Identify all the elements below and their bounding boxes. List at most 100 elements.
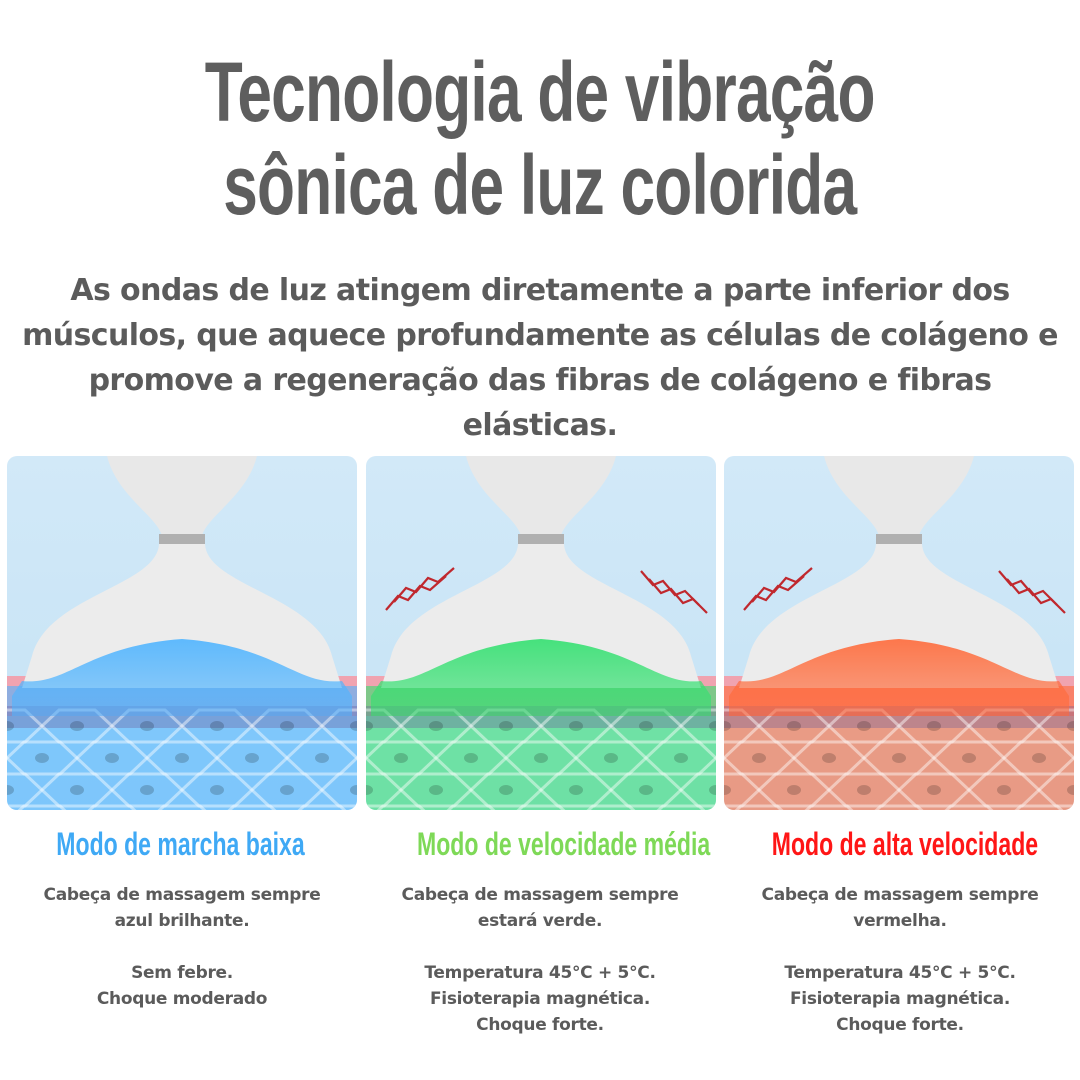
cell-nucleus bbox=[787, 721, 801, 731]
headline-text: sônica de luz colorida bbox=[223, 138, 857, 232]
mode-title-low: Modo de marcha baixa bbox=[0, 824, 360, 864]
device-head bbox=[107, 456, 257, 536]
cell-nucleus bbox=[1067, 785, 1074, 795]
cell-nucleus bbox=[140, 721, 154, 731]
cell-shape bbox=[573, 740, 649, 776]
vibration-wave-icon bbox=[648, 578, 708, 614]
cell-shape bbox=[249, 772, 325, 808]
intro-paragraph: As ondas de luz atingem diretamente a pa… bbox=[22, 273, 1058, 443]
device-head bbox=[824, 456, 974, 536]
headline-text: Tecnologia de vibração bbox=[205, 45, 876, 139]
light-emitter bbox=[729, 639, 1069, 716]
device-ring bbox=[876, 534, 922, 544]
cell-nucleus bbox=[70, 785, 84, 795]
cell-shape bbox=[74, 740, 150, 776]
cell-nucleus bbox=[35, 753, 49, 763]
light-emitter bbox=[371, 639, 711, 716]
cell-nucleus bbox=[709, 721, 716, 731]
description-line: vermelha. bbox=[853, 911, 947, 931]
description-line: Choque moderado bbox=[96, 989, 268, 1009]
description-line: Temperatura 45°C + 5°C. bbox=[424, 963, 656, 983]
cell-shape bbox=[724, 740, 797, 776]
cell-shape bbox=[319, 772, 357, 808]
cell-nucleus bbox=[857, 721, 871, 731]
cell-nucleus bbox=[569, 721, 583, 731]
cell-nucleus bbox=[724, 785, 731, 795]
cell-shape bbox=[297, 804, 347, 810]
cell-shape bbox=[7, 740, 80, 776]
cell-shape bbox=[724, 708, 762, 744]
cell-shape bbox=[157, 804, 207, 810]
cell-shape bbox=[966, 772, 1042, 808]
cell-nucleus bbox=[464, 753, 478, 763]
cell-shape bbox=[144, 740, 220, 776]
mode-illustration-low bbox=[7, 456, 357, 810]
cell-shape bbox=[376, 804, 426, 810]
cell-nucleus bbox=[604, 753, 618, 763]
cell-shape bbox=[87, 804, 137, 810]
cell-nucleus bbox=[927, 785, 941, 795]
cell-shape bbox=[284, 740, 357, 776]
cell-shape bbox=[804, 804, 854, 810]
cell-shape bbox=[398, 772, 474, 808]
cell-nucleus bbox=[315, 753, 329, 763]
mode-illustration-medium bbox=[366, 456, 716, 810]
cell-shape bbox=[468, 772, 544, 808]
description-line bbox=[2, 934, 362, 960]
cell-shape bbox=[7, 772, 45, 808]
cell-nucleus bbox=[857, 785, 871, 795]
mode-title-text: Modo de alta velocidade bbox=[771, 826, 1039, 862]
cell-shape bbox=[433, 740, 509, 776]
device-body bbox=[381, 544, 701, 688]
mode-illustration-high bbox=[724, 456, 1074, 810]
cell-nucleus bbox=[394, 753, 408, 763]
device-body bbox=[739, 544, 1059, 688]
cell-shape bbox=[109, 772, 185, 808]
mode-title-text: Modo de marcha baixa bbox=[55, 826, 305, 862]
cell-nucleus bbox=[70, 721, 84, 731]
description-line: Cabeça de massagem sempre bbox=[761, 885, 1039, 905]
cell-shape bbox=[39, 772, 115, 808]
cell-shape bbox=[366, 740, 439, 776]
mode-description-high: Cabeça de massagem sempre vermelha. Temper… bbox=[720, 882, 1080, 1038]
cell-nucleus bbox=[927, 721, 941, 731]
cell-nucleus bbox=[752, 753, 766, 763]
cell-shape bbox=[17, 804, 67, 810]
cell-shape bbox=[896, 772, 972, 808]
cell-shape bbox=[734, 804, 784, 810]
mode-description-medium: Cabeça de massagem sempre estará verde. Te… bbox=[360, 882, 720, 1038]
description-line: Sem febre. bbox=[131, 963, 233, 983]
device-skin-illustration bbox=[7, 456, 357, 810]
device-body bbox=[22, 544, 342, 688]
cell-nucleus bbox=[639, 785, 653, 795]
device-ring bbox=[159, 534, 205, 544]
cell-nucleus bbox=[366, 785, 373, 795]
cell-shape bbox=[944, 804, 994, 810]
cell-shape bbox=[1001, 740, 1074, 776]
cell-nucleus bbox=[210, 785, 224, 795]
vibration-wave-icon bbox=[751, 567, 813, 603]
description-line bbox=[720, 934, 1080, 960]
cell-shape bbox=[643, 740, 716, 776]
cell-shape bbox=[931, 740, 1007, 776]
cell-shape bbox=[227, 804, 277, 810]
cell-shape bbox=[7, 708, 45, 744]
cell-shape bbox=[179, 772, 255, 808]
cell-nucleus bbox=[787, 785, 801, 795]
device-head bbox=[466, 456, 616, 536]
cell-nucleus bbox=[709, 785, 716, 795]
cell-nucleus bbox=[1067, 721, 1074, 731]
cell-shape bbox=[861, 740, 937, 776]
cell-shape bbox=[503, 740, 579, 776]
cell-nucleus bbox=[140, 785, 154, 795]
cell-shape bbox=[366, 772, 404, 808]
cell-nucleus bbox=[245, 753, 259, 763]
description-line bbox=[360, 934, 720, 960]
cell-shape bbox=[214, 740, 290, 776]
description-line: estará verde. bbox=[477, 911, 603, 931]
description-line: azul brilhante. bbox=[114, 911, 250, 931]
cell-nucleus bbox=[892, 753, 906, 763]
cell-nucleus bbox=[997, 721, 1011, 731]
vibration-wave-icon bbox=[1006, 578, 1066, 614]
cell-shape bbox=[446, 804, 496, 810]
